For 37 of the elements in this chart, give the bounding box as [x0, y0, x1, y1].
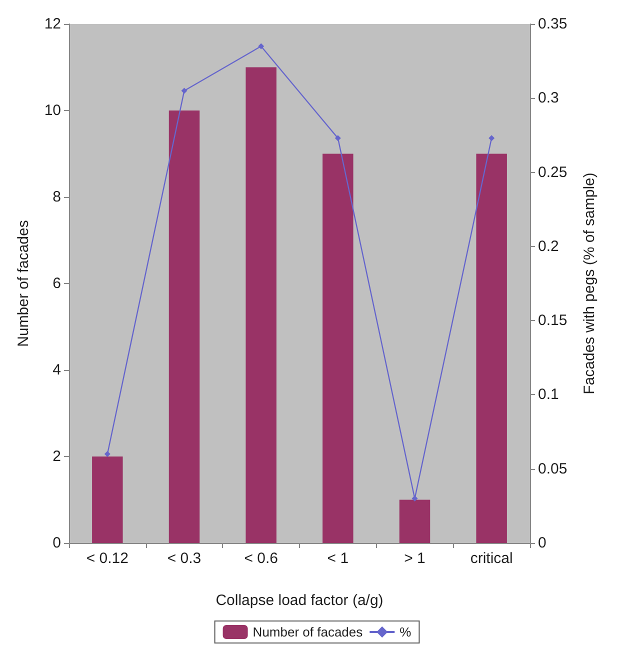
y2-tick-label: 0	[538, 534, 546, 552]
bar	[168, 110, 200, 543]
y2-tick-label: 0.05	[538, 460, 568, 478]
bar	[92, 456, 123, 543]
y2-tick-label: 0.35	[538, 16, 568, 32]
point	[181, 88, 188, 94]
x-tick-label: < 1	[327, 550, 349, 567]
y2-tick-label: 0.3	[538, 90, 559, 107]
y-axis-title: Number of facades	[15, 220, 32, 347]
y2-tick-label: 0.2	[538, 238, 559, 255]
x-axis-title: Collapse load factor (a/g)	[216, 592, 384, 609]
y-tick-label: 2	[52, 448, 61, 465]
bar	[399, 500, 430, 543]
y-tick-label: 10	[44, 102, 61, 119]
x-tick-label: > 1	[404, 550, 426, 567]
bar	[246, 67, 276, 543]
bar	[476, 154, 507, 543]
bar	[322, 154, 354, 543]
y-tick-label: 6	[52, 275, 61, 292]
y-tick-label: 0	[52, 534, 61, 552]
point	[334, 135, 341, 142]
x-tick-label: critical	[470, 550, 513, 567]
y2-tick-label: 0.15	[538, 312, 568, 330]
x-tick-label: < 0.3	[167, 550, 202, 567]
y2-axis-title: Facades with pegs (% of sample)	[581, 172, 598, 394]
x-tick-label: < 0.12	[86, 550, 128, 567]
x-tick-label: < 0.6	[244, 550, 278, 567]
y2-tick-label: 0.25	[538, 164, 568, 181]
y-tick-label: 12	[44, 16, 61, 32]
point	[488, 135, 495, 142]
y-tick-label: 4	[52, 362, 61, 378]
y-tick-label: 8	[52, 188, 61, 206]
y2-tick-label: 0.1	[538, 386, 559, 404]
point	[258, 43, 264, 50]
legend-label: Number of facades	[252, 624, 364, 640]
legend-label: %	[400, 624, 412, 640]
point	[104, 451, 110, 458]
